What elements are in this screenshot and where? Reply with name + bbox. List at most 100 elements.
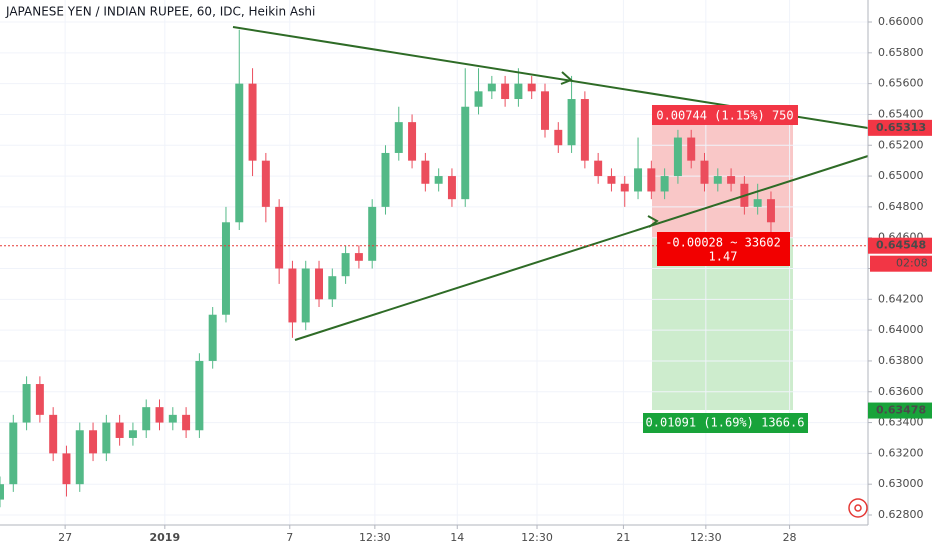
x-tick-label: 7 [286, 531, 293, 544]
price-label: 0.63478 [876, 404, 926, 417]
candle-body [354, 253, 363, 261]
countdown: 02:08 [896, 257, 928, 270]
candle-body [75, 430, 84, 485]
y-tick-label: 0.63400 [878, 416, 924, 429]
candle-body [461, 106, 470, 200]
x-tick-label: 14 [450, 531, 464, 544]
candle-body [607, 176, 616, 184]
candle-body [567, 99, 576, 146]
arrow [647, 215, 659, 228]
ratio-label: 1.47 [709, 250, 738, 264]
candle-body [62, 453, 71, 485]
candle-body [554, 129, 563, 146]
y-tick-label: 0.64200 [878, 292, 924, 305]
candle-body [700, 160, 709, 184]
candle-body [208, 314, 217, 361]
y-tick-label: 0.64800 [878, 200, 924, 213]
candle-body [594, 160, 603, 177]
candle-body [89, 430, 98, 454]
price-label-box [868, 119, 932, 136]
candle-body [248, 83, 257, 161]
candle-body [394, 122, 403, 153]
candle-body [261, 160, 270, 207]
candle-body [620, 183, 629, 192]
candle-body [182, 414, 191, 431]
candle-body [221, 222, 230, 315]
candle-body [22, 384, 31, 423]
price-label: 0.65313 [876, 121, 926, 134]
candle-body [501, 83, 510, 100]
candle-body [673, 137, 682, 177]
label-box [643, 413, 808, 433]
label-box [652, 105, 798, 125]
candle-body [487, 83, 496, 92]
position-tool [652, 113, 793, 410]
candle-body [580, 99, 589, 161]
candle-body [541, 91, 549, 130]
candle-body [421, 160, 430, 184]
candle-body [687, 137, 696, 161]
candle-body [660, 176, 669, 192]
target-label: 0.00744 (1.15%) 750 [656, 109, 793, 123]
y-tick-label: 0.63800 [878, 354, 924, 367]
candle-body [115, 422, 124, 438]
icon [854, 504, 862, 512]
arrow [560, 71, 573, 85]
current-label: -0.00028 ~ 33602 [665, 236, 781, 250]
candle-body [514, 83, 523, 100]
x-tick-label: 21 [616, 531, 630, 544]
candle-body [235, 83, 244, 223]
y-tick-label: 0.63200 [878, 446, 924, 459]
candle-body [288, 268, 297, 323]
candle-body [766, 199, 775, 223]
y-tick-label: 0.65200 [878, 138, 924, 151]
candle-body [408, 122, 417, 161]
y-tick-label: 0.66000 [878, 15, 924, 28]
candle-body [102, 422, 111, 454]
candle-body [434, 176, 443, 184]
candle-body [315, 268, 324, 300]
icon[interactable] [848, 498, 868, 518]
candle-body [634, 168, 643, 192]
price-label: 0.64548 [876, 239, 926, 252]
candle-body [168, 414, 177, 423]
x-tick-label: 12:30 [521, 531, 553, 544]
candle-body [381, 152, 390, 207]
candle-body [328, 276, 337, 300]
y-tick-label: 0.63600 [878, 385, 924, 398]
y-tick-label: 0.65000 [878, 169, 924, 182]
x-tick-label: 28 [783, 531, 797, 544]
candle-body [341, 253, 350, 277]
candle-body [128, 430, 137, 438]
candle-body [195, 360, 204, 431]
candle-body [368, 206, 377, 261]
candle-body [447, 176, 456, 200]
x-tick-label: 12:30 [359, 531, 391, 544]
x-tick-label: 27 [58, 531, 72, 544]
y-tick-label: 0.64000 [878, 323, 924, 336]
y-tick-label: 0.65800 [878, 46, 924, 59]
trendline-lower [294, 155, 869, 341]
stop-zone [652, 238, 793, 410]
candle-body [9, 422, 18, 485]
price-label-box [868, 237, 932, 254]
y-tick-label: 0.65600 [878, 77, 924, 90]
candle-body [0, 484, 4, 500]
candle-body [753, 199, 762, 207]
candle-body [142, 407, 151, 431]
y-tick-label: 0.63000 [878, 477, 924, 490]
candle-body [301, 268, 310, 323]
chart-title: JAPANESE YEN / INDIAN RUPEE, 60, IDC, He… [5, 5, 315, 19]
candle-body [647, 168, 656, 192]
candle-body [713, 176, 722, 184]
x-tick-label: 2019 [150, 531, 181, 544]
countdown-box [870, 255, 932, 272]
stop-label: 0.01091 (1.69%) 1366.6 [646, 416, 805, 430]
candle-body [474, 91, 483, 107]
x-tick-label: 12:30 [690, 531, 722, 544]
candle-body [727, 176, 736, 184]
candle-body [527, 83, 536, 92]
candle-body [275, 206, 284, 269]
y-tick-label: 0.62800 [878, 508, 924, 521]
